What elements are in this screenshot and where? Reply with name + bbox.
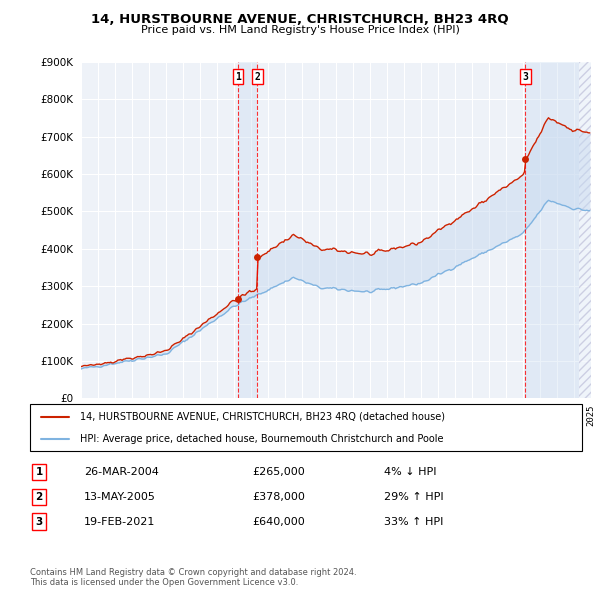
Text: 1: 1 [235, 72, 241, 82]
Text: 1: 1 [35, 467, 43, 477]
Text: £265,000: £265,000 [252, 467, 305, 477]
Text: £640,000: £640,000 [252, 517, 305, 526]
Text: 2: 2 [254, 72, 260, 82]
Bar [525, 62, 591, 398]
Text: 14, HURSTBOURNE AVENUE, CHRISTCHURCH, BH23 4RQ: 14, HURSTBOURNE AVENUE, CHRISTCHURCH, BH… [91, 13, 509, 26]
Text: 26-MAR-2004: 26-MAR-2004 [84, 467, 159, 477]
Text: £378,000: £378,000 [252, 492, 305, 502]
Text: 3: 3 [522, 72, 528, 82]
Text: 29% ↑ HPI: 29% ↑ HPI [384, 492, 443, 502]
Text: 19-FEB-2021: 19-FEB-2021 [84, 517, 155, 526]
Text: 13-MAY-2005: 13-MAY-2005 [84, 492, 156, 502]
Text: 4% ↓ HPI: 4% ↓ HPI [384, 467, 437, 477]
Text: HPI: Average price, detached house, Bournemouth Christchurch and Poole: HPI: Average price, detached house, Bour… [80, 434, 443, 444]
Text: 33% ↑ HPI: 33% ↑ HPI [384, 517, 443, 526]
Text: 14, HURSTBOURNE AVENUE, CHRISTCHURCH, BH23 4RQ (detached house): 14, HURSTBOURNE AVENUE, CHRISTCHURCH, BH… [80, 412, 445, 422]
Text: Contains HM Land Registry data © Crown copyright and database right 2024.
This d: Contains HM Land Registry data © Crown c… [30, 568, 356, 587]
Text: 2: 2 [35, 492, 43, 502]
Bar [579, 62, 591, 398]
Text: Price paid vs. HM Land Registry's House Price Index (HPI): Price paid vs. HM Land Registry's House … [140, 25, 460, 35]
Text: 3: 3 [35, 517, 43, 526]
Bar [238, 62, 257, 398]
